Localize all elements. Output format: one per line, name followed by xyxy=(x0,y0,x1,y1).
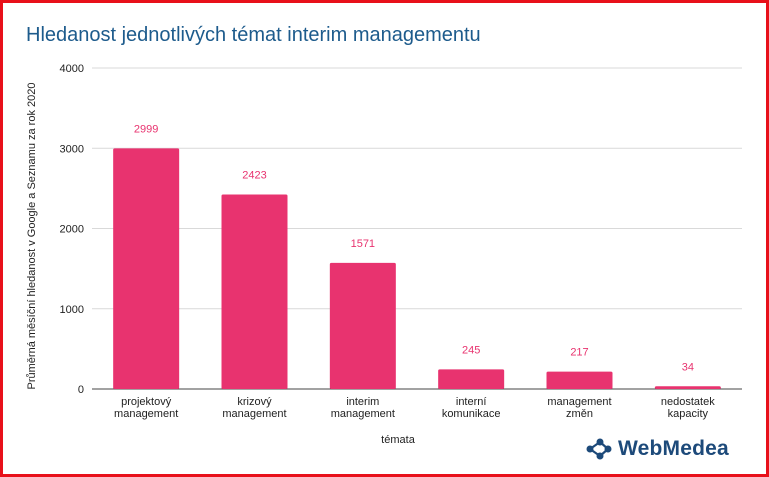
data-label: 2423 xyxy=(242,170,266,182)
data-label: 1571 xyxy=(351,238,375,250)
data-label: 245 xyxy=(462,344,480,356)
bar xyxy=(329,262,396,389)
bar xyxy=(546,371,613,389)
x-axis-label: témata xyxy=(381,434,415,446)
x-tick-label: management xyxy=(222,408,286,420)
y-tick-label: 4000 xyxy=(60,63,84,75)
bar xyxy=(113,148,180,389)
x-tick-label: nedostatek xyxy=(661,396,715,408)
x-tick-label: krizový xyxy=(237,396,272,408)
y-tick-label: 3000 xyxy=(60,143,84,155)
y-tick-label: 2000 xyxy=(60,224,84,236)
bar xyxy=(438,369,505,389)
x-tick-label: interim xyxy=(346,396,379,408)
x-tick-label: management xyxy=(547,396,611,408)
data-label: 217 xyxy=(570,347,588,359)
x-tick-label: projektový xyxy=(121,396,172,408)
x-tick-label: změn xyxy=(566,408,593,420)
y-tick-label: 1000 xyxy=(60,304,84,316)
x-tick-label: management xyxy=(331,408,395,420)
x-tick-label: interní xyxy=(456,396,487,408)
data-label: 2999 xyxy=(134,123,158,135)
webmedea-logo: WebMedea xyxy=(586,434,729,464)
logo-text: WebMedea xyxy=(618,437,729,460)
network-nodes-icon xyxy=(586,438,612,460)
x-tick-label: management xyxy=(114,408,178,420)
bar xyxy=(221,194,288,389)
data-label: 34 xyxy=(682,361,694,373)
chart-title: Hledanost jednotlivých témat interim man… xyxy=(26,24,481,46)
bar xyxy=(654,386,721,389)
x-tick-label: kapacity xyxy=(668,408,709,420)
y-tick-label: 0 xyxy=(78,384,84,396)
x-tick-label: komunikace xyxy=(442,408,501,420)
